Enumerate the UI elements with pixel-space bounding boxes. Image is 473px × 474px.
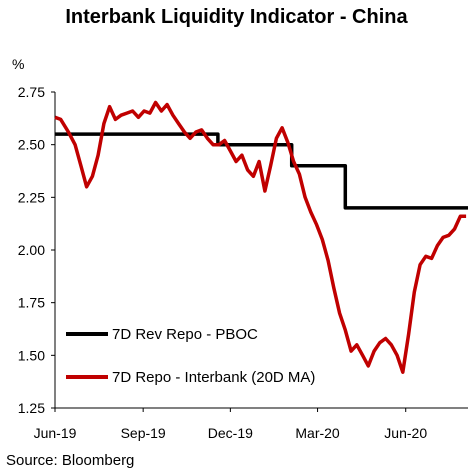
y-tick-label: 2.75: [18, 84, 45, 100]
y-axis-unit: %: [12, 56, 25, 72]
y-tick-label: 1.25: [18, 400, 45, 416]
y-tick-label: 1.75: [18, 295, 45, 311]
chart-title: Interbank Liquidity Indicator - China: [65, 6, 408, 28]
x-tick-label: Sep-19: [121, 425, 166, 441]
legend-label: 7D Repo - Interbank (20D MA): [112, 369, 315, 386]
x-tick-label: Jun-19: [34, 425, 77, 441]
x-tick-label: Dec-19: [208, 425, 253, 441]
source-note: Source: Bloomberg: [6, 452, 135, 469]
x-tick-label: Mar-20: [295, 425, 340, 441]
y-tick-label: 2.50: [18, 137, 45, 153]
y-tick-label: 2.25: [18, 189, 45, 205]
y-tick-label: 1.50: [18, 347, 45, 363]
y-tick-label: 2.00: [18, 242, 45, 258]
chart-svg: 1.25 1.50 1.75 2.00 2.25 2.50 2.75 Jun-19 Sep-1…: [18, 84, 468, 441]
series-line-interbank-repo: [54, 100, 467, 374]
x-tick-label: Jun-20: [384, 425, 427, 441]
legend-label: 7D Rev Repo - PBOC: [112, 326, 258, 343]
